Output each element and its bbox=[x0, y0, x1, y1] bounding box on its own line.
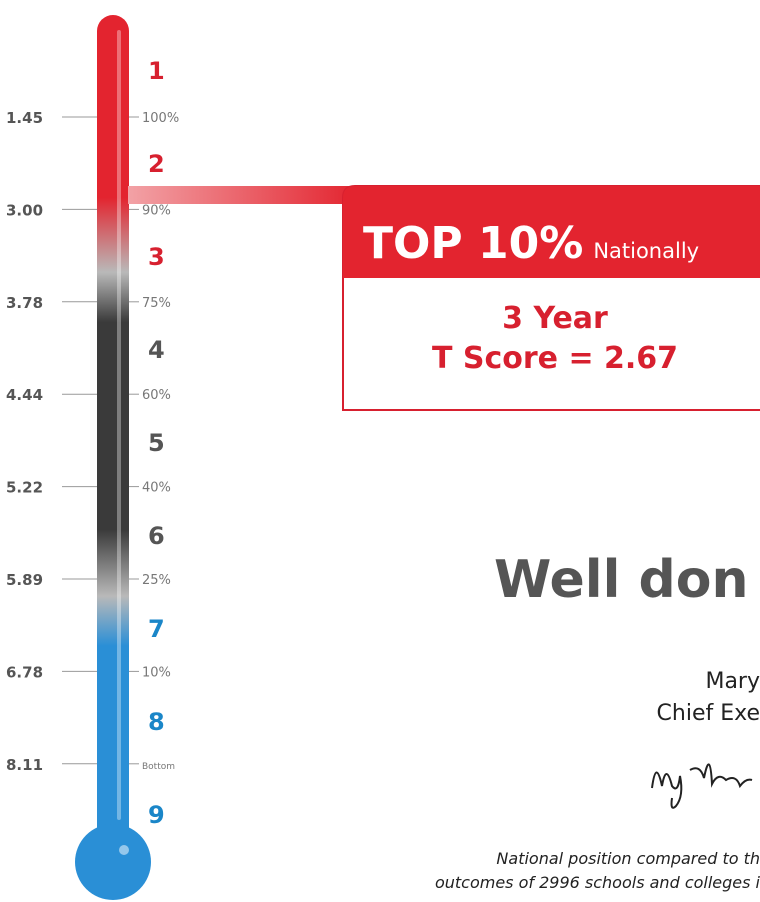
tube-shine bbox=[117, 30, 121, 820]
percentile-label: 25% bbox=[142, 573, 171, 588]
callout-headline: TOP 10% Nationally bbox=[363, 218, 699, 269]
score-label: 5.22 bbox=[6, 479, 43, 497]
band-number: 7 bbox=[148, 615, 165, 643]
signature bbox=[651, 763, 753, 809]
message: Well don bbox=[494, 550, 749, 610]
score-label: 4.44 bbox=[6, 386, 43, 404]
bulb-shine bbox=[119, 845, 129, 855]
score-label: 3.78 bbox=[6, 294, 43, 312]
band-number: 8 bbox=[148, 708, 165, 736]
scale: 1.45 3.00 3.78 4.44 5.22 5.89 6.78 8.11 100% 90% 7… bbox=[6, 57, 179, 829]
percentile-label: 100% bbox=[142, 111, 179, 126]
footnote: outcomes of 2996 schools and colleges i bbox=[435, 873, 760, 892]
band-number: 4 bbox=[148, 336, 165, 364]
band-number: 6 bbox=[148, 522, 165, 550]
percentile-label: Bottom bbox=[142, 762, 175, 772]
score-label: 5.89 bbox=[6, 571, 43, 589]
connector bbox=[128, 186, 358, 204]
callout-line: T Score = 2.67 bbox=[432, 341, 678, 376]
band-number: 1 bbox=[148, 57, 165, 85]
tube bbox=[97, 15, 129, 845]
percentile-label: 90% bbox=[142, 203, 171, 218]
footnote: National position compared to th bbox=[496, 849, 760, 868]
percentile-label: 10% bbox=[142, 665, 171, 680]
band-number: 5 bbox=[148, 429, 165, 457]
band-number: 3 bbox=[148, 243, 165, 271]
score-label: 8.11 bbox=[6, 756, 43, 774]
callout: TOP 10% Nationally 3 Year T Score = 2.67 bbox=[342, 185, 760, 411]
bulb bbox=[75, 824, 151, 900]
callout-header bbox=[343, 186, 760, 278]
callout-line: 3 Year bbox=[502, 301, 608, 336]
score-label: 3.00 bbox=[6, 201, 43, 219]
signatory-role: Chief Exe bbox=[657, 701, 760, 726]
band-number: 2 bbox=[148, 150, 165, 178]
percentile-label: 40% bbox=[142, 481, 171, 496]
percentile-label: 75% bbox=[142, 296, 171, 311]
band-number: 9 bbox=[148, 801, 165, 829]
score-label: 6.78 bbox=[6, 663, 43, 681]
signatory-name: Mary bbox=[705, 669, 760, 694]
score-label: 1.45 bbox=[6, 109, 43, 127]
percentile-label: 60% bbox=[142, 388, 171, 403]
thermometer bbox=[75, 15, 151, 900]
